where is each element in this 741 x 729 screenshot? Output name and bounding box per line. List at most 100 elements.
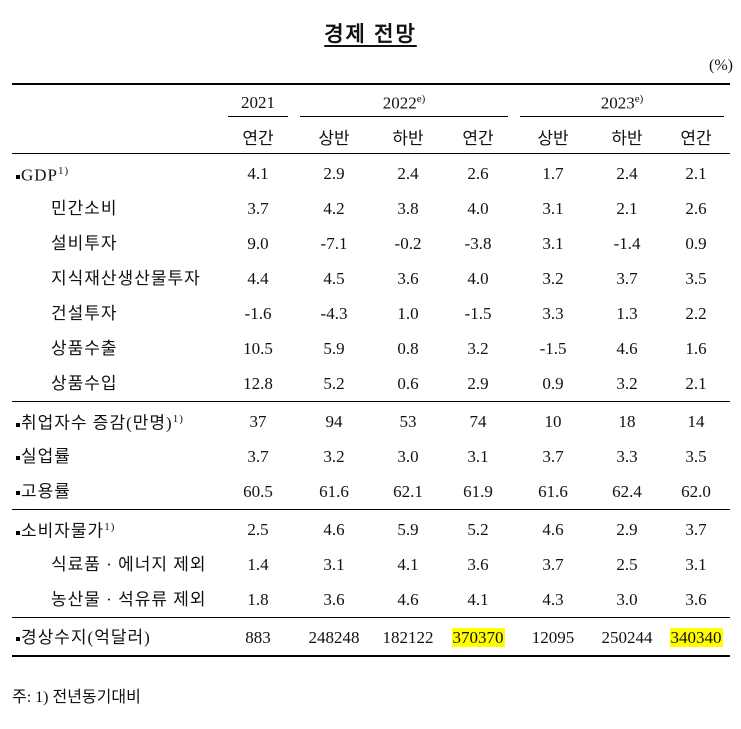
bullet xyxy=(16,422,20,427)
cell: -3.8 xyxy=(442,226,514,261)
cell: 3.8 xyxy=(374,191,442,226)
row-label: 농산물 · 석유류 제외 xyxy=(12,582,222,618)
cell: 5.2 xyxy=(442,510,514,548)
cell-value: 3.1 xyxy=(323,554,345,574)
cell-value: 3.6 xyxy=(323,589,345,609)
cell-value: 2.9 xyxy=(616,519,638,539)
cell-value: 5.2 xyxy=(323,373,345,393)
cell-value: -7.1 xyxy=(320,233,348,253)
row-label: 경상수지(억달러) xyxy=(12,618,222,657)
cell: 2.1 xyxy=(662,366,730,402)
cell: 3.2 xyxy=(514,261,592,296)
cell-value: 3.3 xyxy=(616,446,638,466)
cell: 37 xyxy=(222,402,294,440)
cell: 10.5 xyxy=(222,331,294,366)
cell-value: 3.1 xyxy=(542,233,564,253)
cell: 94 xyxy=(294,402,374,440)
period-header: 하반 xyxy=(592,119,663,154)
cell: 53 xyxy=(374,402,442,440)
row-group: 소비자물가1) 2.5 4.6 5.9 5.2 4.6 2.9 3.7 식료품 · 에너지 제외… xyxy=(12,509,731,618)
cell-value: 14 xyxy=(687,411,705,431)
cell: 1.7 xyxy=(514,154,592,192)
cell-value: 370370 xyxy=(451,627,505,647)
cell-value: 10 xyxy=(544,411,562,431)
cell: 61.9 xyxy=(442,474,514,510)
row-label: 지식재산생산물투자 xyxy=(12,261,222,296)
cell: 3.2 xyxy=(294,439,374,474)
row: 식료품 · 에너지 제외 1.4 3.1 4.1 3.6 3.7 2.5 3.1 xyxy=(12,547,730,582)
cell-value: 2.5 xyxy=(616,554,638,574)
cell-value: -4.3 xyxy=(320,303,348,323)
cell: 3.7 xyxy=(514,547,592,582)
cell: 2.1 xyxy=(662,154,730,192)
cell-value: 60.5 xyxy=(243,481,273,501)
cell-value: 4.6 xyxy=(323,519,345,539)
row-label-text: 식료품 · 에너지 제외 xyxy=(51,555,207,574)
row-group: GDP1) 4.1 2.9 2.4 2.6 1.7 2.4 2.1 민간소비 3.7 4.2 3.8 4… xyxy=(12,153,731,402)
cell: 4.1 xyxy=(374,547,442,582)
row-label-text: 지식재산생산물투자 xyxy=(51,269,201,288)
footnote: 주: 1) 전년동기대비 xyxy=(12,689,141,706)
cell-value: 2.2 xyxy=(685,303,707,323)
cell: 370370 xyxy=(442,618,514,657)
cell-value: 1.8 xyxy=(247,589,269,609)
cell: 3.3 xyxy=(514,296,592,331)
cell-value: 61.9 xyxy=(463,481,493,501)
year-box: 2022e) xyxy=(300,87,509,118)
cell-value: 2.4 xyxy=(616,163,638,183)
cell: 74 xyxy=(442,402,514,440)
cell: 4.0 xyxy=(442,191,514,226)
cell: 10 xyxy=(514,402,592,440)
cell: 3.0 xyxy=(374,439,442,474)
cell-value: 61.6 xyxy=(538,481,568,501)
cell-value: 1.6 xyxy=(685,338,707,358)
cell: 2.5 xyxy=(222,510,294,548)
cell: -1.4 xyxy=(592,226,662,261)
title-text: 경제 전망 xyxy=(324,22,417,46)
cell: 14 xyxy=(662,402,730,440)
cell-value: 4.1 xyxy=(397,554,419,574)
cell: 3.6 xyxy=(374,261,442,296)
cell-value: 62.4 xyxy=(612,481,642,501)
cell: -1.6 xyxy=(222,296,294,331)
cell-value: 1.0 xyxy=(397,303,419,323)
cell: 3.0 xyxy=(592,582,662,618)
cell-value: 61.6 xyxy=(319,481,349,501)
cell-value: 3.0 xyxy=(397,446,419,466)
year-header: 2021 xyxy=(222,83,294,119)
cell: 1.8 xyxy=(222,582,294,618)
row-label: 상품수출 xyxy=(12,331,222,366)
cell: 0.9 xyxy=(662,226,730,261)
cell: 3.1 xyxy=(514,191,592,226)
cell-value: 4.3 xyxy=(542,589,564,609)
cell-value: 3.0 xyxy=(616,589,638,609)
cell-value: 3.5 xyxy=(685,268,707,288)
cell-value: 3.1 xyxy=(467,446,489,466)
cell-value: 53 xyxy=(399,411,417,431)
cell-value: 3.2 xyxy=(467,338,489,358)
row: 취업자수 증감(만명)1) 37 94 53 74 10 18 14 xyxy=(12,402,730,440)
row-label: 취업자수 증감(만명)1) xyxy=(12,402,222,440)
cell: 250244 xyxy=(592,618,662,657)
cell: 3.7 xyxy=(514,439,592,474)
cell-value: 4.6 xyxy=(397,589,419,609)
cell-value: -0.2 xyxy=(394,233,422,253)
cell-value: 4.1 xyxy=(467,589,489,609)
cell: 62.1 xyxy=(374,474,442,510)
cell-value: 2.6 xyxy=(467,163,489,183)
year-label: 2023 xyxy=(600,93,635,113)
cell-value: 2.4 xyxy=(397,163,419,183)
cell-value: 4.1 xyxy=(247,163,269,183)
row: 소비자물가1) 2.5 4.6 5.9 5.2 4.6 2.9 3.7 xyxy=(12,510,730,548)
cell-value: 3.1 xyxy=(542,198,564,218)
year-label: 2021 xyxy=(241,93,275,112)
period-header: 하반 xyxy=(374,119,442,154)
bullet xyxy=(16,456,20,461)
row-label: 민간소비 xyxy=(12,191,222,226)
cell: 3.5 xyxy=(662,261,730,296)
cell: 1.6 xyxy=(662,331,730,366)
period-header: 상반 xyxy=(514,119,593,154)
cell: 61.6 xyxy=(294,474,374,510)
cell: 2.4 xyxy=(374,154,442,192)
